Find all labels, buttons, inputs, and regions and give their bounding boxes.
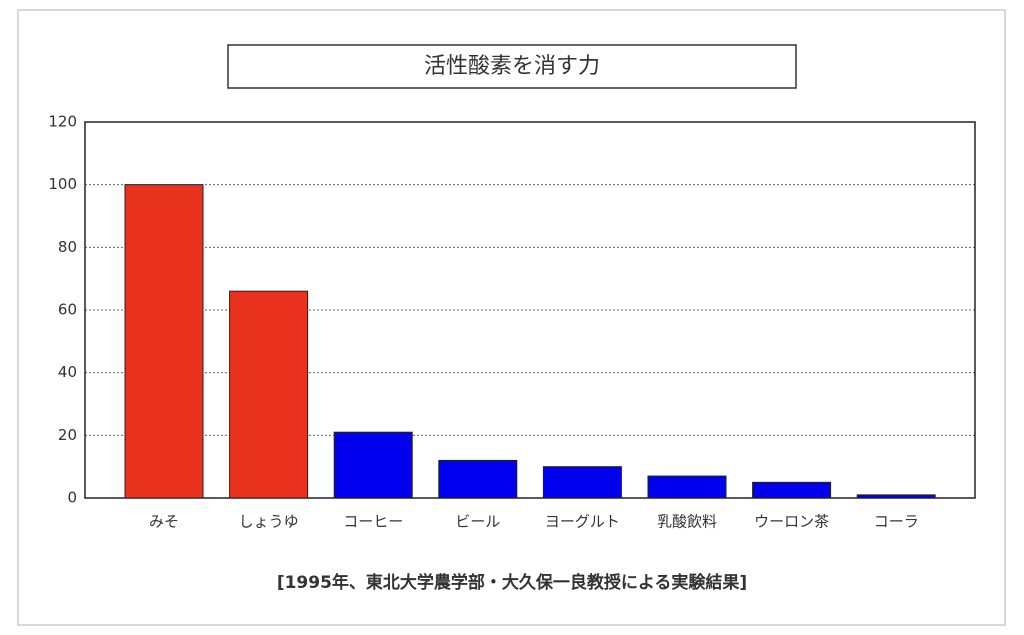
bar [856, 494, 936, 499]
y-tick-label: 0 [67, 489, 77, 507]
y-tick-label: 100 [48, 175, 77, 193]
bar [542, 466, 622, 499]
x-tick-label: みそ [149, 513, 179, 531]
bar [752, 481, 832, 499]
y-tick-label: 80 [58, 238, 77, 256]
y-tick-label: 40 [58, 363, 77, 381]
chart-title: 活性酸素を消す力 [424, 54, 600, 79]
bar [229, 290, 309, 499]
bar [124, 184, 204, 499]
plot-area [84, 121, 976, 499]
y-tick-label: 60 [58, 301, 77, 319]
x-tick-label: コーヒー [343, 513, 403, 531]
x-tick-label: 乳酸飲料 [657, 513, 717, 531]
y-tick-label: 20 [58, 426, 77, 444]
note: [1995年、東北大学農学部・大久保一良教授による実験結果] [277, 572, 747, 593]
x-tick-label: ヨーグルト [545, 513, 620, 531]
bar [438, 459, 518, 499]
y-tick-label: 120 [48, 113, 77, 131]
x-tick-label: ビール [455, 513, 500, 531]
bar [333, 431, 413, 499]
x-tick-label: しょうゆ [239, 513, 299, 531]
x-tick-label: コーラ [874, 513, 919, 531]
x-tick-label: ウーロン茶 [754, 513, 829, 531]
title-box [227, 44, 797, 89]
bar [647, 475, 727, 499]
